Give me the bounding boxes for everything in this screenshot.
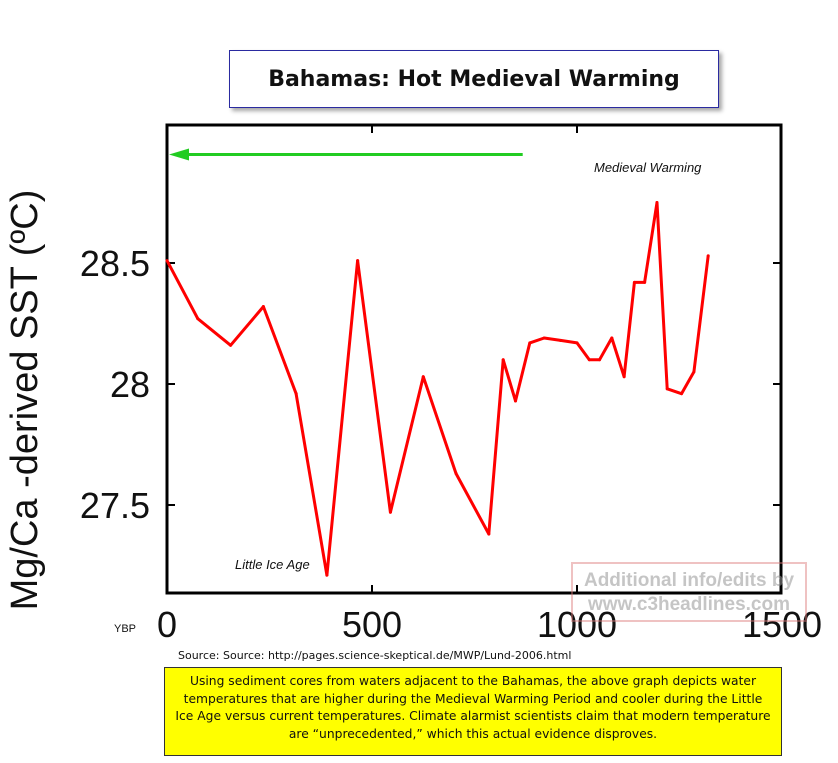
data-point (692, 370, 696, 374)
data-point (542, 336, 546, 340)
plot-area (165, 123, 783, 595)
data-point (575, 341, 579, 345)
caption-box: Using sediment cores from waters adjacen… (164, 667, 782, 756)
data-point (643, 280, 647, 284)
y-axis-label: Mg/Ca -derived SST (ºC) (4, 190, 46, 611)
data-point (622, 375, 626, 379)
data-point (587, 358, 591, 362)
data-point (610, 336, 614, 340)
y-tick-label: 27.5 (80, 485, 150, 526)
data-point (356, 259, 360, 263)
annotation-medieval-warming: Medieval Warming (594, 160, 702, 175)
data-point (487, 532, 491, 536)
data-point (388, 510, 392, 514)
data-point (501, 358, 505, 362)
data-point (598, 358, 602, 362)
data-point (655, 201, 659, 204)
data-point (454, 472, 458, 476)
x-tick-label: 0 (157, 604, 177, 645)
series-line (165, 201, 710, 577)
data-point (632, 280, 636, 284)
data-point (229, 343, 233, 347)
y-tick-label: 28 (110, 364, 150, 405)
data-point (559, 338, 563, 342)
data-point (325, 573, 329, 577)
x-tick-label: 1000 (537, 604, 617, 645)
source-line: Source: Source: http://pages.science-ske… (178, 649, 572, 662)
data-point (196, 317, 200, 321)
data-point (706, 254, 710, 258)
data-point (680, 392, 684, 396)
data-point (294, 392, 298, 396)
x-axis-label: YBP (114, 623, 136, 635)
watermark: Additional info/edits by www.c3headlines… (571, 562, 807, 622)
x-tick-label: 500 (342, 604, 402, 645)
chart-title: Bahamas: Hot Medieval Warming (229, 50, 719, 108)
x-tick-label: 1500 (742, 604, 822, 645)
data-point (261, 305, 265, 309)
arrow-head (169, 148, 189, 161)
data-point (421, 375, 425, 379)
data-point (165, 259, 169, 263)
data-point (665, 387, 669, 391)
data-point (528, 341, 532, 345)
y-tick-label: 28.5 (80, 243, 150, 284)
data-point (514, 399, 517, 403)
annotation-little-ice-age: Little Ice Age (235, 557, 310, 572)
